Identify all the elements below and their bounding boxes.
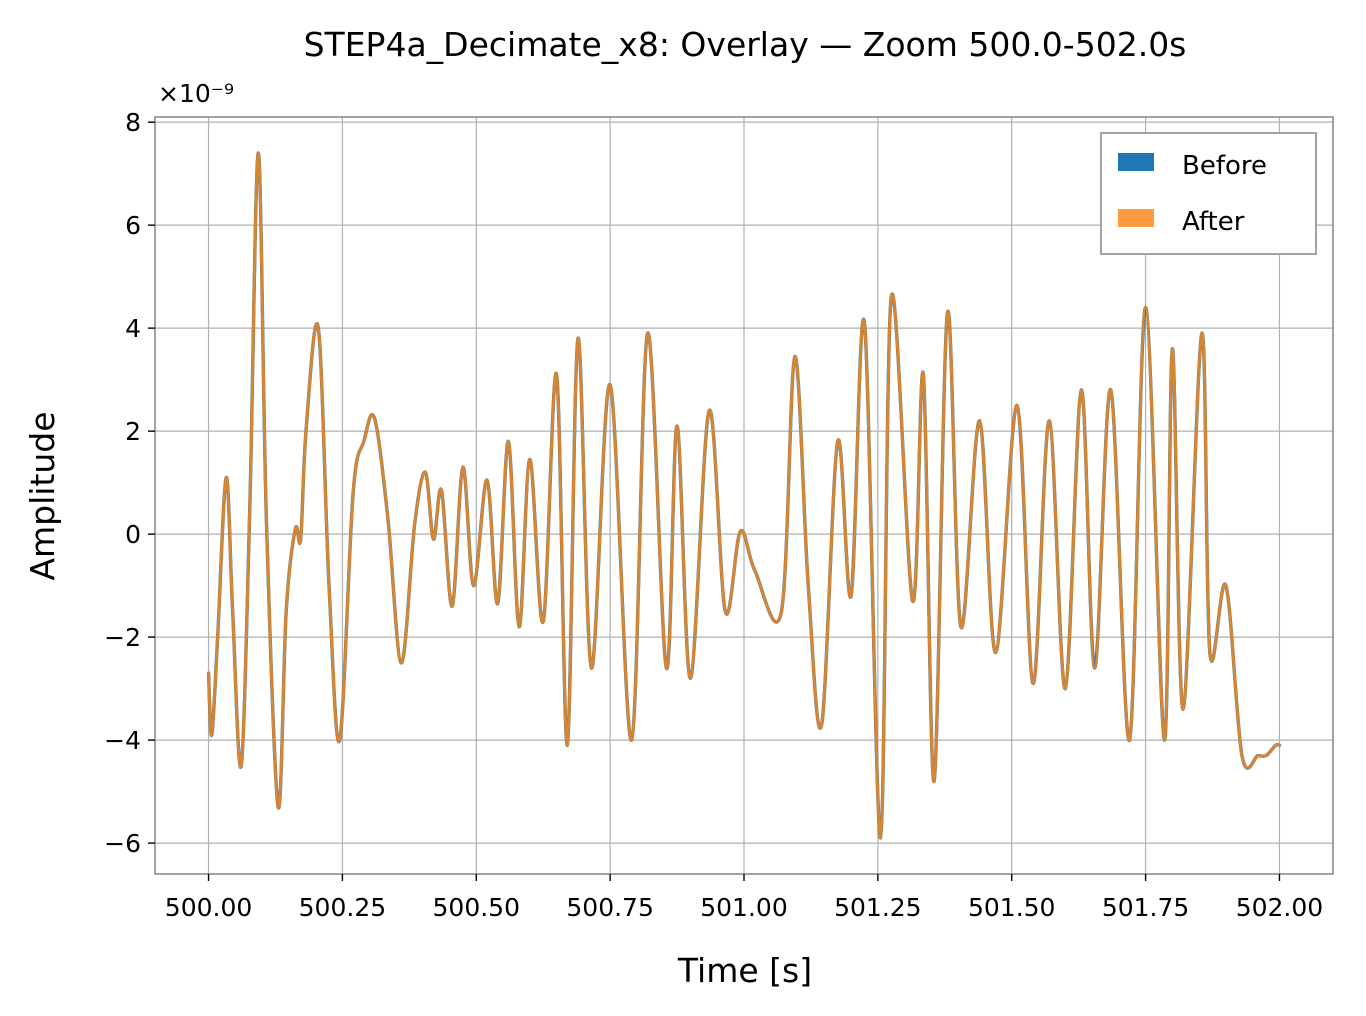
x-tick-label: 500.25 <box>299 893 386 922</box>
y-tick-label: −6 <box>104 829 141 858</box>
x-tick-label: 501.00 <box>700 893 787 922</box>
chart-title: STEP4a_Decimate_x8: Overlay — Zoom 500.0… <box>304 25 1187 64</box>
legend-label-before: Before <box>1182 151 1267 181</box>
y-tick-label: 2 <box>125 417 141 446</box>
y-tick-label: 4 <box>125 314 141 343</box>
x-tick-label: 501.25 <box>834 893 921 922</box>
y-axis-ticks: −6 −4 −2 0 2 4 6 8 <box>104 108 155 858</box>
x-axis-label: Time [s] <box>677 951 812 990</box>
series-line-after <box>207 151 1281 840</box>
x-tick-label: 500.00 <box>165 893 252 922</box>
x-tick-label: 501.50 <box>968 893 1055 922</box>
x-tick-label: 501.75 <box>1102 893 1189 922</box>
y-axis-label: Amplitude <box>23 411 62 580</box>
x-tick-label: 500.50 <box>433 893 520 922</box>
x-tick-label: 502.00 <box>1236 893 1323 922</box>
x-tick-label: 500.75 <box>566 893 653 922</box>
legend-swatch-after <box>1118 209 1154 227</box>
x-axis-ticks: 500.00 500.25 500.50 500.75 501.00 501.25 501.… <box>165 874 1323 922</box>
y-offset-label: ×10⁻⁹ <box>158 79 234 108</box>
legend-label-after: After <box>1182 207 1245 237</box>
legend-swatch-before <box>1118 153 1154 171</box>
y-tick-label: 6 <box>125 211 141 240</box>
y-tick-label: −2 <box>104 623 141 652</box>
y-tick-label: −4 <box>104 726 141 755</box>
y-tick-label: 0 <box>125 520 141 549</box>
plot-lines <box>206 151 1282 840</box>
legend: Before After <box>1100 132 1317 255</box>
y-tick-label: 8 <box>125 108 141 137</box>
